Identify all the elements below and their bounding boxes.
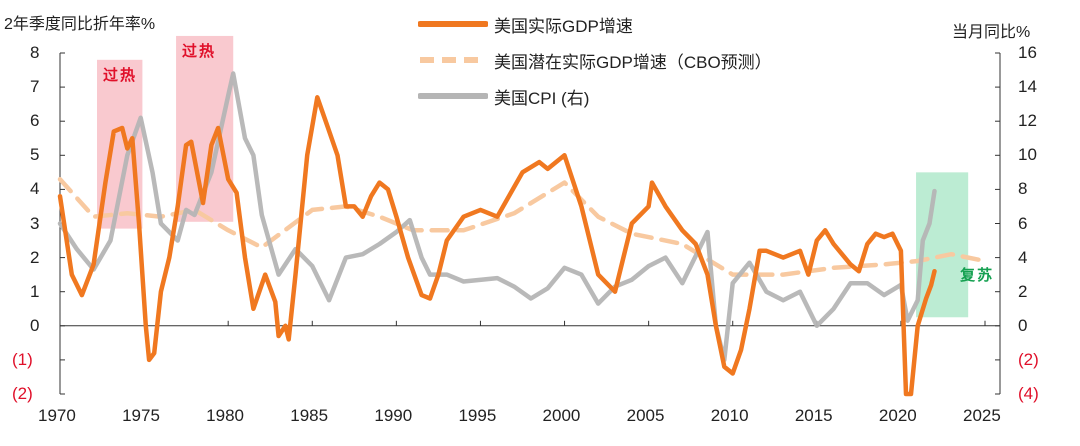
- legend-item-gdp: 美国实际GDP增速: [418, 6, 772, 42]
- right-tick-label: 0: [1018, 315, 1028, 335]
- series-line-gdp: [57, 95, 937, 397]
- right-tick-label: 16: [1018, 43, 1037, 62]
- legend-swatch-cpi: [418, 93, 488, 99]
- legend-label: 美国实际GDP增速: [494, 16, 633, 36]
- left-tick-label: 1: [30, 281, 40, 301]
- legend-swatch-gdp: [418, 21, 488, 27]
- x-tick-label: 2020: [878, 406, 917, 425]
- left-tick-label: (2): [12, 384, 33, 403]
- x-tick-label: 2015: [794, 406, 833, 425]
- x-tick-label: 2025: [963, 406, 1001, 425]
- right-tick-label: 10: [1018, 145, 1037, 165]
- legend-item-potential: 美国潜在实际GDP增速（CBO预测）: [418, 42, 772, 78]
- right-tick-label: 14: [1018, 77, 1037, 97]
- right-tick-label: 12: [1018, 111, 1037, 131]
- left-tick-label: 5: [30, 145, 40, 165]
- right-tick-label: 6: [1018, 213, 1028, 233]
- left-axis-title: 2年季度同比折年率%: [4, 16, 156, 33]
- x-tick-label: 1975: [122, 406, 160, 425]
- legend-label: 美国CPI (右): [494, 88, 590, 108]
- legend-label: 美国潜在实际GDP增速（CBO预测）: [494, 52, 772, 72]
- x-tick-label: 2010: [710, 406, 749, 425]
- right-axis-title: 当月同比%: [952, 24, 1031, 41]
- right-tick-label: (4): [1018, 384, 1039, 403]
- left-tick-label: 3: [30, 213, 40, 233]
- left-tick-label: 2: [30, 247, 40, 267]
- legend-swatch-potential: [420, 57, 486, 63]
- legend-item-cpi: 美国CPI (右): [418, 78, 772, 114]
- left-tick-label: 7: [30, 77, 40, 97]
- x-tick-label: 1990: [374, 406, 413, 425]
- left-tick-label: (1): [12, 349, 33, 369]
- left-tick-label: 0: [30, 315, 40, 335]
- left-tick-label: 8: [30, 43, 40, 62]
- annotation-label-recovery: 复苏: [960, 266, 995, 285]
- annotation-label-overheat: 过热: [182, 41, 217, 60]
- left-tick-label: 4: [30, 179, 40, 199]
- series-line-cpi: [57, 71, 937, 363]
- x-tick-label: 2000: [542, 406, 581, 425]
- right-tick-label: (2): [1018, 349, 1039, 369]
- x-tick-label: 2005: [626, 406, 665, 425]
- right-tick-label: 8: [1018, 179, 1028, 199]
- right-tick-label: 2: [1018, 281, 1028, 301]
- left-tick-label: 6: [30, 111, 40, 131]
- x-tick-label: 1985: [290, 406, 329, 425]
- annotation-label-overheat: 过热: [103, 65, 138, 84]
- x-tick-label: 1995: [458, 406, 497, 425]
- right-tick-label: 4: [1018, 247, 1028, 267]
- legend: 美国实际GDP增速 美国潜在实际GDP增速（CBO预测） 美国CPI (右): [418, 6, 772, 114]
- x-tick-label: 1980: [206, 406, 244, 425]
- annotation-region-recovery: [916, 172, 969, 318]
- x-tick-label: 1970: [38, 406, 76, 425]
